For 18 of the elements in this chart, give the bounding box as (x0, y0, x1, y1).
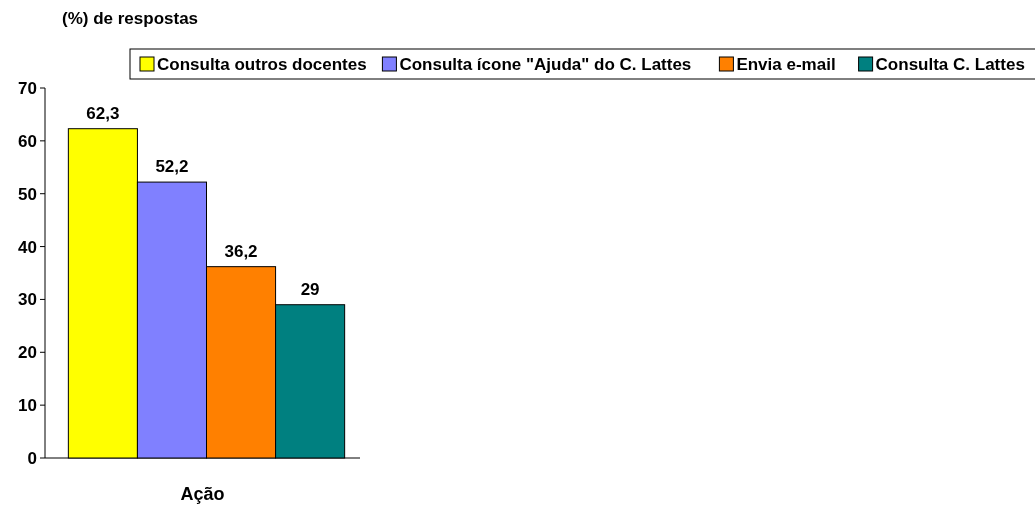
y-axis-title: (%) de respostas (62, 9, 199, 28)
data-label: 36,2 (224, 241, 258, 261)
y-tick-label: 60 (18, 131, 37, 151)
data-label: 62,3 (86, 103, 120, 123)
legend-label: Consulta C. Lattes (875, 55, 1025, 74)
y-tick-label: 20 (18, 343, 37, 363)
y-tick-label: 30 (18, 290, 37, 310)
y-tick-label: 50 (18, 184, 37, 204)
legend-label: Consulta ícone "Ajuda" do C. Lattes (399, 55, 692, 74)
y-tick-label: 0 (27, 448, 37, 468)
y-tick-label: 70 (18, 78, 37, 98)
legend-label: Consulta outros docentes (157, 55, 367, 74)
y-tick-label: 40 (18, 237, 37, 257)
x-axis-title: Ação (180, 484, 225, 504)
y-tick-label: 10 (18, 396, 37, 416)
legend-label: Envia e-mail (736, 55, 836, 74)
data-label: 52,2 (155, 157, 189, 177)
data-label: 29 (300, 279, 320, 299)
